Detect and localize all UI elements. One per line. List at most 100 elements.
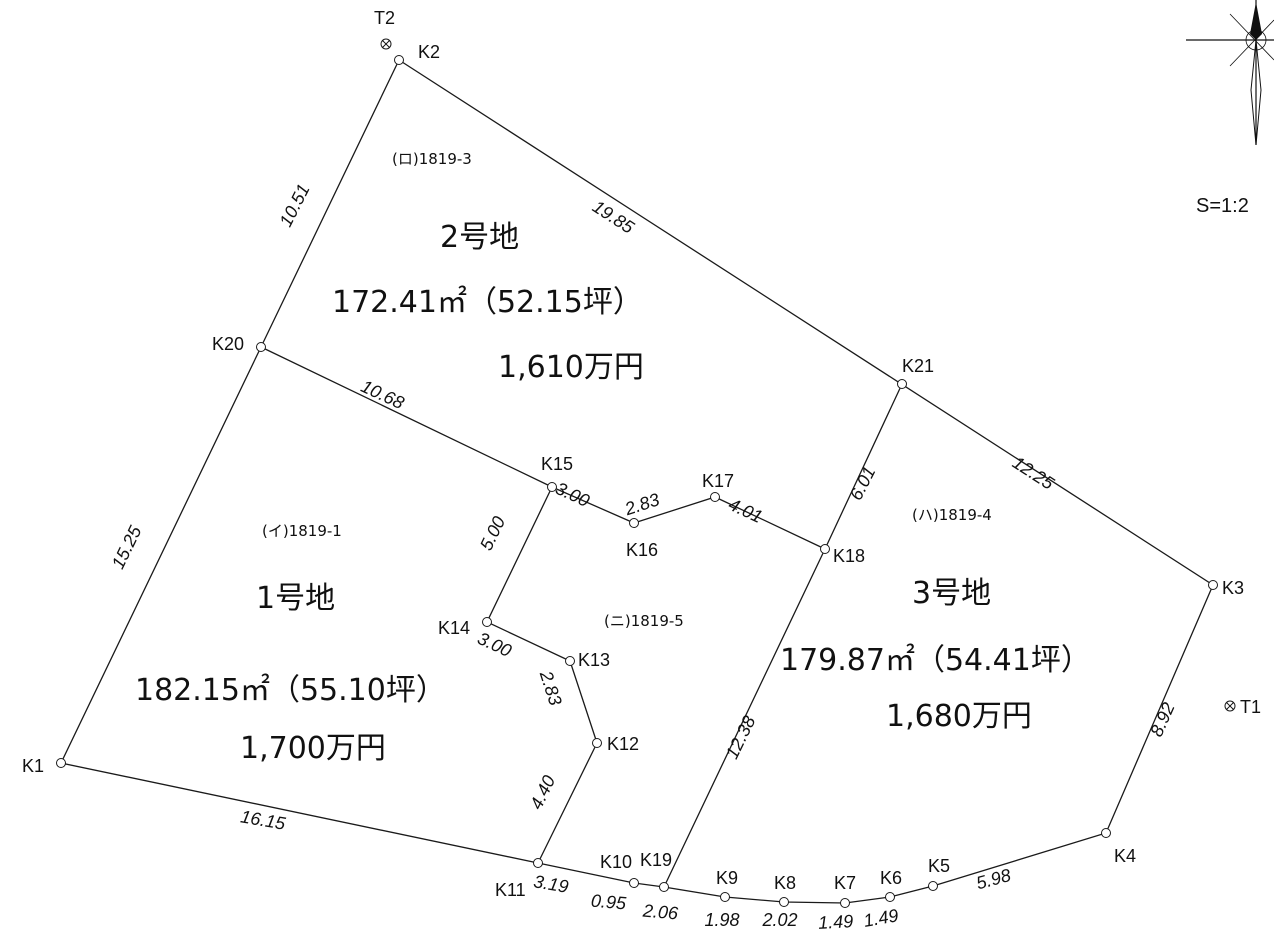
- point-label: K3: [1222, 578, 1244, 598]
- lot-price: 1,700万円: [240, 731, 386, 766]
- point-label: K10: [600, 852, 632, 872]
- boundary-marker-icon: [256, 342, 266, 352]
- survey-point-k21: K21: [897, 356, 934, 389]
- boundary-marker-icon: [482, 617, 492, 627]
- point-label: K20: [212, 334, 244, 354]
- dimension-label: 4.40: [526, 772, 559, 812]
- boundary-marker-icon: [56, 758, 66, 768]
- dimension-label: 2.83: [621, 489, 661, 519]
- point-label: K8: [774, 873, 796, 893]
- point-label: K21: [902, 356, 934, 376]
- point-label: K12: [607, 734, 639, 754]
- boundary-marker-icon: [394, 55, 404, 65]
- lot-name: 2号地: [440, 220, 519, 255]
- boundary-marker-icon: [928, 881, 938, 891]
- boundary-marker-icon: [547, 482, 557, 492]
- survey-point-t1: T1: [1224, 697, 1261, 717]
- point-label: K6: [880, 868, 902, 888]
- point-label: K13: [578, 650, 610, 670]
- point-label: K17: [702, 471, 734, 491]
- parcel-number: (ニ)1819-5: [604, 612, 684, 630]
- survey-point-k10: K10: [600, 852, 639, 888]
- dimension-label: 15.25: [108, 522, 146, 572]
- dimension-label: 6.01: [846, 463, 880, 503]
- point-label: T2: [374, 8, 395, 28]
- survey-point-k12: K12: [592, 734, 639, 754]
- boundary-marker-icon: [629, 518, 639, 528]
- lot-price: 1,680万円: [886, 699, 1032, 734]
- lot-area: 182.15㎡（55.10坪）: [135, 673, 446, 708]
- point-label: T1: [1240, 697, 1261, 717]
- point-label: K14: [438, 618, 470, 638]
- parcel-number: (イ)1819-1: [262, 522, 342, 540]
- dimension-label: 1.49: [862, 905, 900, 931]
- outer-boundary: [60, 59, 1214, 904]
- lot-name: 3号地: [912, 576, 991, 611]
- survey-point-k16: K16: [626, 518, 658, 560]
- boundary-marker-icon: [629, 878, 639, 888]
- boundary-marker-icon: [1208, 580, 1218, 590]
- boundary-marker-icon: [659, 882, 669, 892]
- boundary-marker-icon: [592, 738, 602, 748]
- point-label: K16: [626, 540, 658, 560]
- dimension-label: 2.06: [641, 900, 680, 923]
- north-arrow-icon: [1186, 0, 1274, 146]
- dimension-label: 4.01: [725, 494, 765, 527]
- lot-2: (ロ)1819-3 2号地 172.41㎡（52.15坪） 1,610万円: [332, 150, 644, 385]
- survey-point-k20: K20: [212, 334, 266, 354]
- lot-area: 172.41㎡（52.15坪）: [332, 285, 643, 320]
- survey-point-k5: K5: [928, 856, 950, 891]
- point-label: K5: [928, 856, 950, 876]
- scale-label: S=1:2: [1196, 195, 1249, 217]
- boundary-marker-icon: [840, 898, 850, 908]
- point-label: K18: [833, 546, 865, 566]
- lot-area: 179.87㎡（54.41坪）: [780, 643, 1091, 678]
- survey-point-t2: T2: [374, 8, 395, 50]
- dimension-label: 16.15: [239, 806, 288, 834]
- dimension-label: 5.98: [974, 865, 1013, 893]
- survey-point-k13: K13: [565, 650, 610, 670]
- lot-name: 1号地: [256, 581, 335, 616]
- dimension-label: 2.02: [761, 910, 797, 930]
- survey-points: T2 K2 K20 K21 K15 K16 K17 K18 K14 K13 K12 K3 T1 K1 K4 K…: [22, 8, 1261, 908]
- point-label: K15: [541, 454, 573, 474]
- survey-point-k6: K6: [880, 868, 902, 902]
- dimension-label: 8.92: [1146, 699, 1179, 739]
- point-label: K11: [495, 880, 526, 900]
- point-label: K2: [418, 42, 440, 62]
- dimension-label: 5.00: [476, 513, 509, 553]
- dimension-label: 0.95: [590, 891, 628, 914]
- boundary-marker-icon: [710, 492, 720, 502]
- boundary-marker-icon: [820, 544, 830, 554]
- survey-point-k15: K15: [541, 454, 573, 492]
- dimension-label: 2.83: [535, 667, 565, 707]
- dimension-label: 3.00: [474, 628, 514, 661]
- boundary-marker-icon: [533, 858, 543, 868]
- survey-point-k17: K17: [702, 471, 734, 502]
- survey-point-k3: K3: [1208, 578, 1244, 598]
- boundary-marker-icon: [885, 892, 895, 902]
- dimension-label: 10.68: [358, 376, 407, 413]
- point-label: K1: [22, 756, 44, 776]
- boundary-marker-icon: [897, 379, 907, 389]
- survey-point-k7: K7: [834, 873, 856, 908]
- survey-point-k8: K8: [774, 873, 796, 907]
- parcel-ni: (ニ)1819-5: [604, 612, 684, 630]
- dimension-label: 3.00: [552, 478, 592, 511]
- dimension-label: 19.85: [589, 196, 638, 238]
- dimension-label: 12.38: [722, 713, 760, 762]
- parcel-number: (ロ)1819-3: [392, 150, 472, 168]
- survey-point-k9: K9: [716, 868, 738, 902]
- survey-point-k11: K11: [495, 858, 543, 900]
- point-label: K4: [1114, 846, 1136, 866]
- point-label: K19: [640, 850, 672, 870]
- lot-1: (イ)1819-1 1号地 182.15㎡（55.10坪） 1,700万円: [135, 522, 446, 766]
- survey-point-k19: K19: [640, 850, 672, 892]
- dimension-label: 3.19: [532, 871, 570, 897]
- dimension-label: 1.49: [818, 911, 854, 931]
- boundary-marker-icon: [565, 656, 575, 666]
- lot-3: (ハ)1819-4 3号地 179.87㎡（54.41坪） 1,680万円: [780, 506, 1091, 734]
- survey-point-k18: K18: [820, 544, 865, 566]
- survey-point-k4: K4: [1101, 828, 1136, 866]
